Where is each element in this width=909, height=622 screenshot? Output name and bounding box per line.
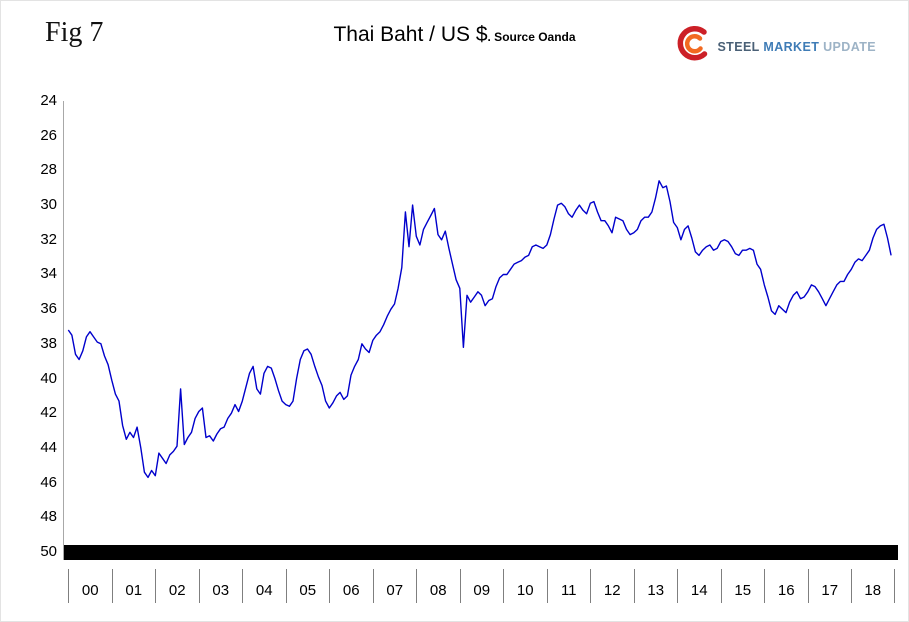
figure-label: Fig 7 xyxy=(45,17,104,48)
y-axis-line xyxy=(63,101,64,560)
y-axis-tick-label: 50 xyxy=(40,543,57,560)
chart-title-source: . Source Oanda xyxy=(487,30,576,44)
price-line xyxy=(67,180,892,479)
smu-swoosh-icon xyxy=(673,25,713,68)
x-axis-tick-label: 16 xyxy=(764,569,808,603)
y-axis-tick-label: 28 xyxy=(40,161,57,179)
y-axis-tick-label: 30 xyxy=(40,196,57,214)
y-axis-tick-label: 46 xyxy=(40,473,57,491)
x-axis-tick-label: 08 xyxy=(416,569,460,603)
x-axis-tick-label: 13 xyxy=(633,569,678,603)
x-axis-tick-label: 01 xyxy=(111,569,156,603)
y-axis-tick-label: 24 xyxy=(40,92,57,109)
x-axis-tick-label: 10 xyxy=(503,569,547,603)
x-axis-tick-label: 09 xyxy=(459,569,504,603)
y-axis-tick-label: 40 xyxy=(40,369,57,387)
y-axis-tick-label: 32 xyxy=(40,230,57,248)
x-axis-tick-label: 18 xyxy=(851,569,895,603)
y-axis-tick-label: 36 xyxy=(40,300,57,318)
x-axis-tick-label: 04 xyxy=(242,569,286,603)
chart-title-main: Thai Baht / US $ xyxy=(333,23,488,46)
y-axis-tick-label: 48 xyxy=(40,508,57,526)
x-axis-labels: 00 01 02 03 04 05 06 07 08 09 10 11 12 13 14 15 16 17 18 xyxy=(68,569,895,603)
chart-title: Thai Baht / US $. Source Oanda xyxy=(1,23,908,47)
exchange-rate-line-chart xyxy=(67,180,892,479)
logo-word-update: UPDATE xyxy=(823,39,876,54)
x-axis-tick-label: 12 xyxy=(590,569,634,603)
x-axis-tick-label: 00 xyxy=(68,569,112,603)
logo-word-steel: STEEL xyxy=(717,39,760,54)
x-axis-tick-label: 05 xyxy=(285,569,330,603)
x-axis-tick-label: 11 xyxy=(546,569,591,603)
x-axis-tick-label: 15 xyxy=(720,569,765,603)
x-axis-tick-label: 06 xyxy=(329,569,373,603)
x-axis-black-bar xyxy=(64,545,898,560)
x-axis-tick-label: 02 xyxy=(155,569,199,603)
y-axis-labels: 24 26 28 30 32 34 36 38 40 42 44 46 48 50 xyxy=(15,1,57,621)
y-axis-tick-label: 34 xyxy=(40,265,57,283)
x-axis-tick-label: 03 xyxy=(198,569,243,603)
x-axis-tick-label: 07 xyxy=(372,569,417,603)
y-axis-tick-label: 38 xyxy=(40,334,57,352)
y-axis-tick-label: 26 xyxy=(40,126,57,144)
x-axis-tick-label: 17 xyxy=(807,569,852,603)
y-axis-tick-label: 42 xyxy=(40,404,57,422)
x-axis-tick-label: 14 xyxy=(677,569,721,603)
y-axis-tick-label: 44 xyxy=(40,438,57,456)
logo-word-market: MARKET xyxy=(763,39,820,54)
logo-text: STEEL MARKET UPDATE xyxy=(717,40,876,54)
steel-market-update-logo: STEEL MARKET UPDATE xyxy=(673,25,876,68)
